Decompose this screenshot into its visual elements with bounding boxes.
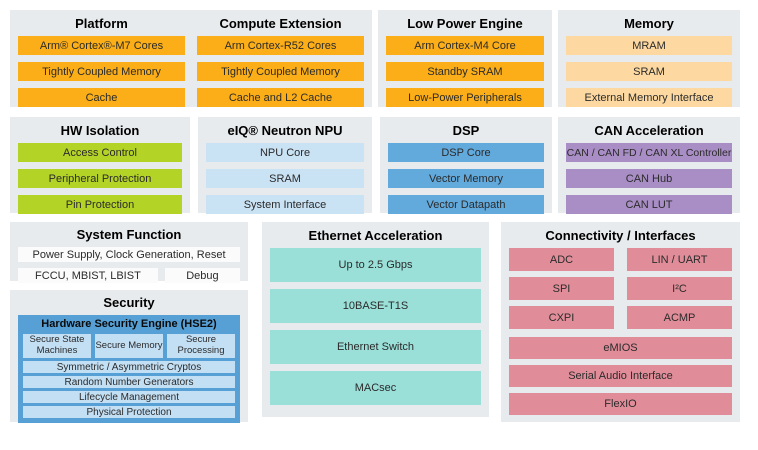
block-external-memory-interface: External Memory Interface [566,88,732,107]
block-flexio: FlexIO [509,393,732,415]
block-symmetric-asymmetric-cryptos: Symmetric / Asymmetric Cryptos [23,361,235,373]
block-serial-audio-interface: Serial Audio Interface [509,365,732,387]
block-cortex-r52-cores: Arm Cortex-R52 Cores [197,36,364,55]
can-acceleration-title: CAN Acceleration [594,123,704,138]
block-cortex-m4-core: Arm Cortex-M4 Core [386,36,544,55]
panel-connectivity-interfaces: Connectivity / Interfaces ADC LIN / UART… [501,222,740,422]
panel-security: Security Hardware Security Engine (HSE2)… [10,290,248,423]
block-vector-memory: Vector Memory [388,169,544,188]
block-secure-state-machines: Secure State Machines [23,334,91,358]
block-random-number-generators: Random Number Generators [23,376,235,388]
block-npu-core: NPU Core [206,143,364,162]
block-acmp: ACMP [627,306,732,329]
block-10base-t1s: 10BASE-T1S [270,289,481,323]
block-cortex-m7-cores: Arm® Cortex®-M7 Cores [18,36,185,55]
ethernet-acceleration-title: Ethernet Acceleration [308,228,443,243]
block-mram: MRAM [566,36,732,55]
block-ethernet-switch: Ethernet Switch [270,330,481,364]
block-vector-datapath: Vector Datapath [388,195,544,214]
block-can-controller: CAN / CAN FD / CAN XL Controller [566,143,732,162]
block-npu-sram: SRAM [206,169,364,188]
block-system-interface: System Interface [206,195,364,214]
block-macsec: MACsec [270,371,481,405]
block-adc: ADC [509,248,614,271]
panel-hw-isolation: HW Isolation Access Control Peripheral P… [10,117,190,214]
platform-title: Platform [75,16,128,31]
connectivity-title: Connectivity / Interfaces [545,228,696,243]
block-secure-processing: Secure Processing [167,334,235,358]
block-emios: eMIOS [509,337,732,359]
block-access-control: Access Control [18,143,182,162]
block-physical-protection: Physical Protection [23,406,235,418]
block-lifecycle-management: Lifecycle Management [23,391,235,403]
hw-isolation-title: HW Isolation [60,123,140,138]
hardware-security-engine-container: Hardware Security Engine (HSE2) Secure S… [18,315,240,423]
system-function-title: System Function [76,227,182,242]
hse-title: Hardware Security Engine (HSE2) [41,318,217,330]
panel-eiq-neutron-npu: eIQ® Neutron NPU NPU Core SRAM System In… [198,117,372,214]
panel-low-power-engine: Low Power Engine Arm Cortex-M4 Core Stan… [378,10,552,107]
block-spi: SPI [509,277,614,300]
block-low-power-peripherals: Low-Power Peripherals [386,88,544,107]
block-tightly-coupled-memory: Tightly Coupled Memory [18,62,185,81]
block-up-to-2-5-gbps: Up to 2.5 Gbps [270,248,481,282]
block-tightly-coupled-memory-2: Tightly Coupled Memory [197,62,364,81]
block-sram: SRAM [566,62,732,81]
panel-system-function: System Function Power Supply, Clock Gene… [10,222,248,283]
block-debug: Debug [164,268,240,283]
panel-ethernet-acceleration: Ethernet Acceleration Up to 2.5 Gbps 10B… [262,222,489,417]
block-can-hub: CAN Hub [566,169,732,188]
block-i2c: I²C [627,277,732,300]
block-can-lut: CAN LUT [566,195,732,214]
block-dsp-core: DSP Core [388,143,544,162]
block-cxpi: CXPI [509,306,614,329]
platform-column: Platform Arm® Cortex®-M7 Cores Tightly C… [18,16,185,107]
block-power-clock-reset: Power Supply, Clock Generation, Reset [18,247,240,262]
panel-memory: Memory MRAM SRAM External Memory Interfa… [558,10,740,107]
panel-platform-compute: Platform Arm® Cortex®-M7 Cores Tightly C… [10,10,372,107]
panel-dsp: DSP DSP Core Vector Memory Vector Datapa… [380,117,552,214]
low-power-engine-title: Low Power Engine [407,16,523,31]
block-cache: Cache [18,88,185,107]
npu-title: eIQ® Neutron NPU [227,123,343,138]
block-secure-memory: Secure Memory [95,334,163,358]
compute-extension-title: Compute Extension [219,16,342,31]
dsp-title: DSP [452,123,480,138]
block-standby-sram: Standby SRAM [386,62,544,81]
block-fccu-mbist-lbist: FCCU, MBIST, LBIST [18,268,158,283]
compute-extension-column: Compute Extension Arm Cortex-R52 Cores T… [197,16,364,107]
block-peripheral-protection: Peripheral Protection [18,169,182,188]
panel-can-acceleration: CAN Acceleration CAN / CAN FD / CAN XL C… [558,117,740,214]
block-cache-l2: Cache and L2 Cache [197,88,364,107]
block-pin-protection: Pin Protection [18,195,182,214]
security-title: Security [103,295,155,310]
block-lin-uart: LIN / UART [627,248,732,271]
memory-title: Memory [624,16,674,31]
